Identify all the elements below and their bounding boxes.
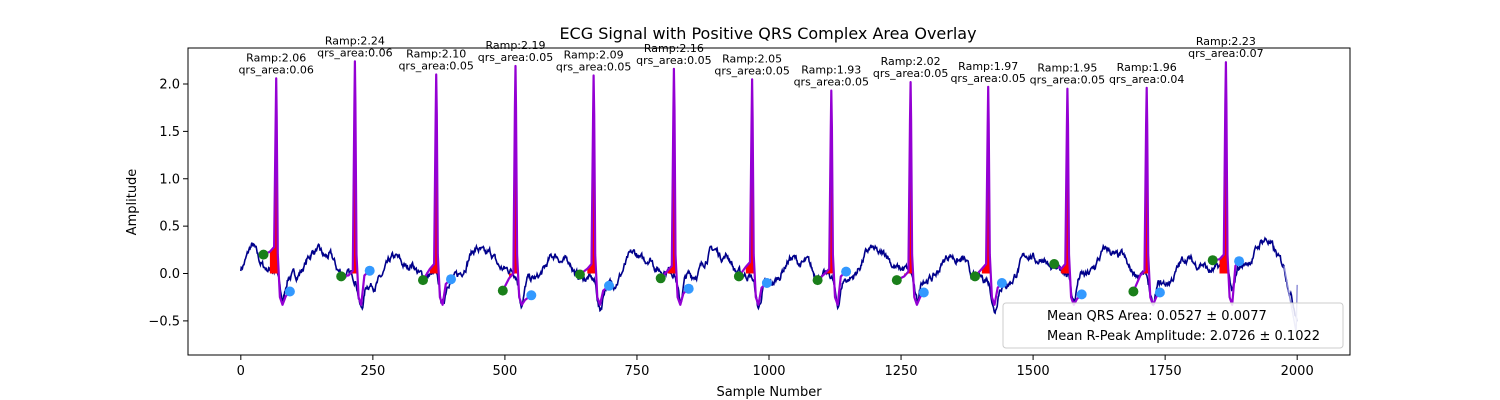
qrs-complex-line-8 xyxy=(816,89,847,306)
qrs-area-annotation-13: qrs_area:0.07 xyxy=(1188,47,1263,60)
s-offset-marker-1 xyxy=(284,286,295,297)
x-tick-label: 1500 xyxy=(1017,364,1050,379)
chart-title: ECG Signal with Positive QRS Complex Are… xyxy=(559,24,976,43)
ramp-annotation-13: Ramp:2.23 xyxy=(1196,35,1256,48)
qrs-complex-line-12 xyxy=(1132,86,1161,306)
ramp-annotation-7: Ramp:2.05 xyxy=(722,52,782,65)
qrs-area-annotation-2: qrs_area:0.06 xyxy=(317,46,392,59)
y-tick-label: 1.5 xyxy=(159,125,180,140)
s-offset-marker-4 xyxy=(526,290,537,301)
qrs-complex-line-10 xyxy=(974,85,1003,306)
s-offset-marker-13 xyxy=(1234,256,1245,267)
q-onset-marker-5 xyxy=(574,269,585,280)
qrs-area-annotation-12: qrs_area:0.04 xyxy=(1109,73,1184,86)
qrs-area-annotation-1: qrs_area:0.06 xyxy=(238,63,313,76)
s-offset-marker-8 xyxy=(841,266,852,277)
q-onset-marker-10 xyxy=(970,271,980,282)
qrs-complex-line-6 xyxy=(659,67,690,306)
s-offset-marker-2 xyxy=(364,265,375,276)
qrs-area-annotation-7: qrs_area:0.05 xyxy=(714,64,789,77)
qrs-complex-line-13 xyxy=(1212,61,1240,306)
qrs-area-annotation-11: qrs_area:0.05 xyxy=(1030,74,1105,87)
q-onset-marker-8 xyxy=(812,275,823,286)
ramp-annotation-12: Ramp:1.96 xyxy=(1117,61,1177,74)
q-onset-marker-13 xyxy=(1207,255,1218,266)
ramp-annotation-8: Ramp:1.93 xyxy=(801,64,861,77)
ramp-annotation-1: Ramp:2.06 xyxy=(246,51,306,64)
x-tick-label: 1750 xyxy=(1149,364,1182,379)
axis-ticks: 0 250 500 750 1000 1250 1500 1750 2000 −0.5 0.0 0.5… xyxy=(148,78,1313,379)
qrs-complex-line-5 xyxy=(579,74,610,306)
ramp-annotation-3: Ramp:2.10 xyxy=(406,48,466,61)
ramp-annotation-9: Ramp:2.02 xyxy=(881,55,941,68)
q-onset-marker-2 xyxy=(336,271,347,282)
x-axis-label: Sample Number xyxy=(716,385,822,400)
qrs-area-annotation-6: qrs_area:0.05 xyxy=(636,54,711,67)
q-onset-marker-1 xyxy=(258,249,269,260)
q-onset-marker-4 xyxy=(497,285,508,296)
qrs-complex-line-1 xyxy=(263,77,291,306)
y-tick-label: 0.0 xyxy=(159,267,180,282)
s-offset-marker-3 xyxy=(446,274,456,285)
legend-entry-qrs-area: Mean QRS Area: 0.0527 ± 0.0077 xyxy=(1047,309,1267,324)
legend-box xyxy=(1002,302,1344,349)
x-tick-label: 1000 xyxy=(752,364,785,379)
y-tick-label: 0.5 xyxy=(159,220,180,235)
qrs-area-annotation-5: qrs_area:0.05 xyxy=(556,61,631,74)
qrs-area-annotation-10: qrs_area:0.05 xyxy=(950,72,1025,85)
ramp-annotation-10: Ramp:1.97 xyxy=(958,60,1018,73)
s-offset-marker-5 xyxy=(604,280,614,291)
x-tick-label: 500 xyxy=(492,364,517,379)
qrs-area-annotation-9: qrs_area:0.05 xyxy=(873,67,948,80)
x-tick-label: 250 xyxy=(360,364,385,379)
q-onset-marker-12 xyxy=(1128,286,1139,297)
s-offset-marker-7 xyxy=(761,278,772,288)
q-onset-marker-11 xyxy=(1049,259,1060,269)
qrs-complex-line-4 xyxy=(501,64,532,306)
s-offset-marker-6 xyxy=(683,283,694,294)
x-tick-label: 750 xyxy=(625,364,650,379)
s-offset-marker-9 xyxy=(918,287,929,298)
legend-entry-r-peak-amplitude: Mean R-Peak Amplitude: 2.0726 ± 0.1022 xyxy=(1047,329,1320,344)
qrs-complex-line-2 xyxy=(341,60,371,306)
s-offset-marker-11 xyxy=(1076,289,1087,300)
ramp-annotation-2: Ramp:2.24 xyxy=(325,34,385,47)
q-onset-marker-9 xyxy=(891,275,902,286)
y-tick-label: 1.0 xyxy=(159,172,180,187)
x-tick-label: 1250 xyxy=(884,364,917,379)
s-offset-marker-12 xyxy=(1154,287,1165,298)
y-tick-label: −0.5 xyxy=(148,314,180,329)
q-onset-marker-6 xyxy=(655,273,666,284)
y-axis-label: Amplitude xyxy=(125,169,140,236)
s-offset-marker-10 xyxy=(996,278,1007,288)
ramp-annotation-4: Ramp:2.19 xyxy=(485,39,545,52)
q-onset-marker-3 xyxy=(418,275,428,286)
q-onset-marker-7 xyxy=(733,271,744,282)
x-tick-label: 0 xyxy=(237,364,245,379)
qrs-area-annotation-4: qrs_area:0.05 xyxy=(478,51,553,64)
qrs-area-annotation-8: qrs_area:0.05 xyxy=(794,76,869,89)
y-tick-label: 2.0 xyxy=(159,78,180,93)
qrs-complex-line-7 xyxy=(738,78,768,306)
ramp-annotation-5: Ramp:2.09 xyxy=(564,49,624,62)
qrs-area-annotation-3: qrs_area:0.05 xyxy=(398,60,473,73)
legend: Mean QRS Area: 0.0527 ± 0.0077 Mean R-Pe… xyxy=(1002,302,1344,349)
x-tick-label: 2000 xyxy=(1281,364,1314,379)
qrs-complex-line-3 xyxy=(422,73,452,306)
plot-area: Ramp:2.06qrs_area:0.06Ramp:2.24qrs_area:… xyxy=(238,34,1298,333)
qrs-complex-line-9 xyxy=(896,81,925,306)
ramp-annotation-11: Ramp:1.95 xyxy=(1037,62,1097,75)
